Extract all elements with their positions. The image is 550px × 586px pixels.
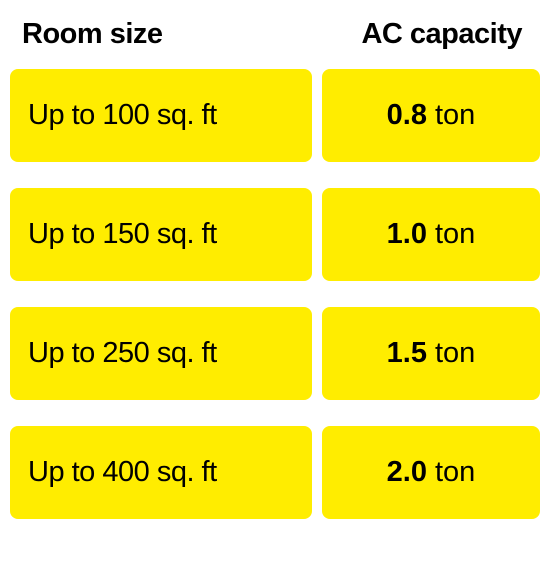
ac-capacity-cell: 0.8 ton: [322, 69, 540, 162]
header-ac-capacity: AC capacity: [361, 18, 528, 51]
ac-capacity-cell: 2.0 ton: [322, 426, 540, 519]
table-row: Up to 250 sq. ft 1.5 ton: [10, 307, 540, 400]
capacity-value: 1.0: [387, 218, 427, 251]
ac-capacity-cell: 1.5 ton: [322, 307, 540, 400]
room-size-cell: Up to 400 sq. ft: [10, 426, 312, 519]
capacity-value: 2.0: [387, 456, 427, 489]
room-size-cell: Up to 100 sq. ft: [10, 69, 312, 162]
table-header: Room size AC capacity: [10, 10, 540, 69]
capacity-value: 0.8: [387, 99, 427, 132]
room-size-cell: Up to 250 sq. ft: [10, 307, 312, 400]
capacity-unit: ton: [435, 337, 475, 370]
room-size-cell: Up to 150 sq. ft: [10, 188, 312, 281]
header-room-size: Room size: [22, 18, 361, 51]
table-row: Up to 150 sq. ft 1.0 ton: [10, 188, 540, 281]
capacity-unit: ton: [435, 218, 475, 251]
table-body: Up to 100 sq. ft 0.8 ton Up to 150 sq. f…: [10, 69, 540, 519]
ac-capacity-cell: 1.0 ton: [322, 188, 540, 281]
capacity-unit: ton: [435, 99, 475, 132]
table-row: Up to 400 sq. ft 2.0 ton: [10, 426, 540, 519]
capacity-unit: ton: [435, 456, 475, 489]
capacity-value: 1.5: [387, 337, 427, 370]
table-row: Up to 100 sq. ft 0.8 ton: [10, 69, 540, 162]
